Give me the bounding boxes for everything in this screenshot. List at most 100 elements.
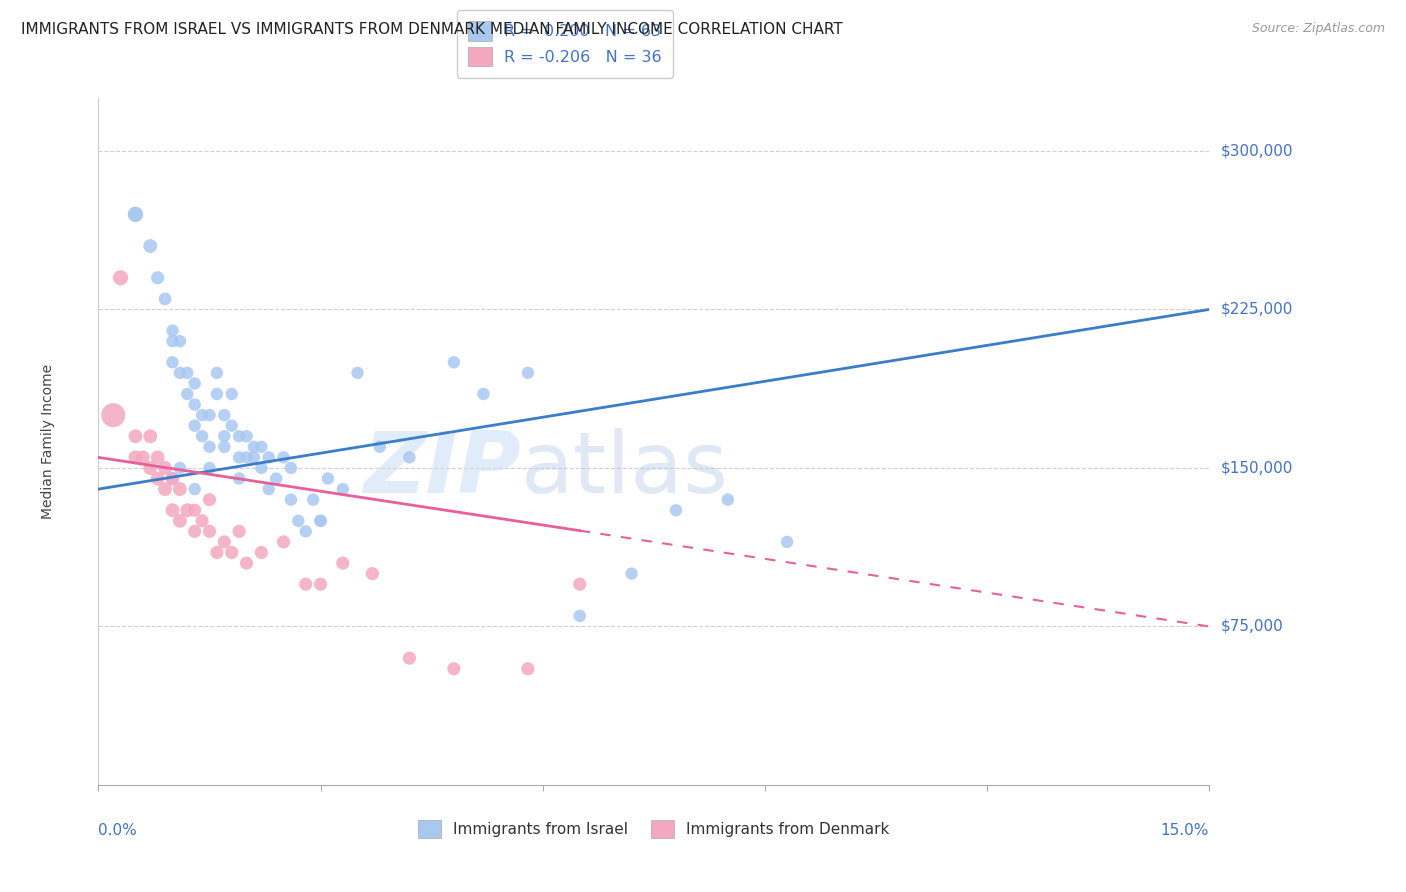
Point (309, 514, 332, 528)
Point (103, 408, 125, 422)
Point (191, 408, 214, 422)
Point (205, 366, 228, 380)
Point (228, 450, 250, 465)
Point (346, 366, 368, 380)
Point (309, 514, 332, 528)
Point (568, 608, 591, 623)
Point (398, 651, 420, 665)
Point (309, 577, 332, 591)
Point (516, 366, 538, 380)
Point (316, 471, 339, 485)
Point (162, 355, 184, 369)
Point (183, 503, 205, 517)
Point (665, 503, 688, 517)
Point (287, 514, 309, 528)
Point (146, 471, 169, 485)
Point (162, 503, 184, 517)
Point (620, 566, 643, 581)
Legend: Immigrants from Israel, Immigrants from Denmark: Immigrants from Israel, Immigrants from … (411, 812, 897, 846)
Point (235, 556, 257, 570)
Point (273, 535, 295, 549)
Text: Median Family Income: Median Family Income (41, 364, 55, 519)
Point (169, 461, 191, 475)
Point (568, 577, 591, 591)
Point (302, 492, 325, 507)
Point (153, 292, 176, 306)
Point (162, 324, 184, 338)
Text: atlas: atlas (520, 427, 728, 510)
Point (280, 492, 302, 507)
Point (146, 450, 169, 465)
Point (176, 503, 198, 517)
Point (361, 566, 384, 581)
Text: Source: ZipAtlas.com: Source: ZipAtlas.com (1251, 22, 1385, 36)
Point (332, 556, 354, 570)
Point (398, 450, 420, 465)
Point (183, 482, 205, 496)
Point (139, 239, 162, 253)
Point (191, 514, 214, 528)
Point (132, 450, 155, 465)
Point (124, 429, 146, 443)
Point (273, 450, 295, 465)
Point (214, 440, 236, 454)
Point (472, 387, 495, 401)
Point (198, 492, 221, 507)
Point (191, 429, 214, 443)
Point (139, 461, 162, 475)
Text: $225,000: $225,000 (1220, 302, 1292, 317)
Point (368, 440, 391, 454)
Point (250, 545, 273, 559)
Point (221, 418, 243, 433)
Point (169, 366, 191, 380)
Point (110, 270, 132, 285)
Point (332, 482, 354, 496)
Point (198, 461, 221, 475)
Point (228, 429, 250, 443)
Point (214, 535, 236, 549)
Text: $300,000: $300,000 (1220, 144, 1292, 159)
Point (243, 450, 266, 465)
Point (228, 524, 250, 539)
Point (162, 334, 184, 348)
Point (776, 535, 799, 549)
Point (139, 429, 162, 443)
Point (183, 524, 205, 539)
Point (257, 482, 280, 496)
Point (294, 524, 316, 539)
Text: ZIP: ZIP (363, 427, 520, 510)
Text: 15.0%: 15.0% (1161, 822, 1209, 838)
Point (221, 545, 243, 559)
Point (169, 334, 191, 348)
Point (214, 408, 236, 422)
Point (205, 387, 228, 401)
Point (264, 471, 287, 485)
Point (183, 376, 205, 391)
Point (162, 471, 184, 485)
Point (221, 387, 243, 401)
Point (235, 450, 257, 465)
Point (183, 418, 205, 433)
Point (198, 524, 221, 539)
Text: IMMIGRANTS FROM ISRAEL VS IMMIGRANTS FROM DENMARK MEDIAN FAMILY INCOME CORRELATI: IMMIGRANTS FROM ISRAEL VS IMMIGRANTS FRO… (21, 22, 842, 37)
Point (162, 471, 184, 485)
Point (243, 440, 266, 454)
Point (198, 408, 221, 422)
Point (443, 662, 465, 676)
Point (183, 398, 205, 412)
Point (176, 387, 198, 401)
Point (214, 429, 236, 443)
Point (124, 207, 146, 221)
Point (717, 492, 740, 507)
Point (235, 429, 257, 443)
Point (124, 450, 146, 465)
Point (176, 366, 198, 380)
Point (153, 461, 176, 475)
Point (257, 450, 280, 465)
Point (146, 270, 169, 285)
Point (516, 662, 538, 676)
Point (250, 461, 273, 475)
Text: 0.0%: 0.0% (98, 822, 138, 838)
Point (153, 482, 176, 496)
Point (169, 514, 191, 528)
